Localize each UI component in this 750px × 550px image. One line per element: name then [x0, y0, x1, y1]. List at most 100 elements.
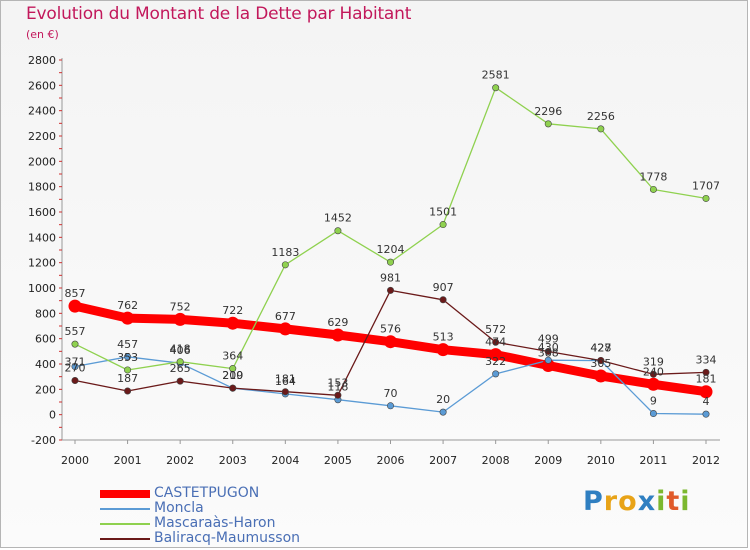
logo-letter: x — [637, 486, 657, 517]
logo-letter: r — [603, 486, 619, 517]
data-label: 629 — [327, 316, 348, 329]
data-point-castetpugon — [173, 312, 187, 326]
data-point-moncla — [702, 410, 710, 418]
data-label: 210 — [222, 369, 243, 382]
x-tick-label: 2002 — [166, 454, 194, 467]
legend-item: Mascaraàs-Haron — [100, 515, 360, 531]
data-point-baliracq-maumusson — [649, 370, 657, 378]
data-point-castetpugon — [121, 311, 135, 325]
x-tick-label: 2006 — [377, 454, 405, 467]
data-label: 457 — [117, 338, 138, 351]
data-label: 181 — [275, 373, 296, 386]
data-label: 513 — [433, 331, 454, 344]
x-tick-label: 2012 — [692, 454, 720, 467]
y-tick-label: 2800 — [28, 54, 56, 67]
data-point-castetpugon — [594, 369, 608, 383]
chart-subtitle: (en €) — [26, 28, 59, 41]
data-point-baliracq-maumusson — [281, 388, 289, 396]
data-label: 474 — [485, 336, 506, 349]
logo-letter: i — [680, 486, 691, 517]
y-tick-label: 1800 — [28, 181, 56, 194]
data-label: 70 — [384, 387, 398, 400]
data-point-moncla — [124, 353, 132, 361]
x-tick-label: 2003 — [219, 454, 247, 467]
y-tick-label: -200 — [31, 434, 56, 447]
y-tick-label: 2000 — [28, 155, 56, 168]
proxiti-logo: Proxiti — [583, 486, 691, 517]
data-point-baliracq-maumusson — [124, 387, 132, 395]
y-tick-label: 2200 — [28, 130, 56, 143]
data-point-mascara-s-haron — [702, 194, 710, 202]
data-label: 9 — [650, 395, 657, 408]
data-label: 907 — [433, 281, 454, 294]
legend-item: Moncla — [100, 500, 360, 516]
data-label: 2296 — [534, 105, 562, 118]
legend-swatch — [100, 523, 150, 525]
x-tick-label: 2010 — [587, 454, 615, 467]
data-point-mascara-s-haron — [281, 261, 289, 269]
data-point-baliracq-maumusson — [492, 338, 500, 346]
data-label: 1183 — [271, 246, 299, 259]
data-point-mascara-s-haron — [649, 185, 657, 193]
legend-swatch — [100, 490, 150, 498]
data-point-baliracq-maumusson — [176, 377, 184, 385]
data-label: 418 — [170, 343, 191, 356]
data-label: 209 — [222, 369, 243, 382]
data-point-baliracq-maumusson — [544, 347, 552, 355]
data-label: 4 — [703, 395, 710, 408]
data-label: 1204 — [377, 243, 405, 256]
data-point-castetpugon — [541, 359, 555, 373]
data-point-moncla — [649, 410, 657, 418]
data-point-mascara-s-haron — [544, 120, 552, 128]
data-point-baliracq-maumusson — [71, 376, 79, 384]
y-tick-label: 400 — [35, 358, 56, 371]
data-point-mascara-s-haron — [124, 366, 132, 374]
data-point-mascara-s-haron — [176, 358, 184, 366]
y-tick-label: 1600 — [28, 206, 56, 219]
x-tick-label: 2009 — [534, 454, 562, 467]
data-label: 265 — [170, 362, 191, 375]
data-label: 2256 — [587, 110, 615, 123]
data-label: 371 — [65, 356, 86, 369]
data-label: 319 — [643, 355, 664, 368]
data-label: 118 — [327, 381, 348, 394]
legend-label: Baliracq-Maumusson — [154, 530, 301, 546]
legend-label: Moncla — [154, 500, 204, 516]
data-label: 1452 — [324, 212, 352, 225]
data-label: 572 — [485, 323, 506, 336]
x-tick-label: 2007 — [429, 454, 457, 467]
data-label: 1501 — [429, 206, 457, 219]
data-point-baliracq-maumusson — [229, 384, 237, 392]
legend-swatch — [100, 538, 150, 540]
data-label: 20 — [436, 393, 450, 406]
y-tick-label: 1200 — [28, 257, 56, 270]
data-label: 305 — [590, 357, 611, 370]
data-point-moncla — [386, 402, 394, 410]
data-point-baliracq-maumusson — [597, 356, 605, 364]
data-point-moncla — [71, 363, 79, 371]
data-point-castetpugon — [436, 343, 450, 357]
y-tick-label: 200 — [35, 383, 56, 396]
data-label: 181 — [696, 373, 717, 386]
data-label: 187 — [117, 372, 138, 385]
data-label: 430 — [538, 341, 559, 354]
x-tick-label: 2005 — [324, 454, 352, 467]
data-point-mascara-s-haron — [229, 365, 237, 373]
y-tick-label: 600 — [35, 333, 56, 346]
y-tick-label: 2400 — [28, 105, 56, 118]
data-point-castetpugon — [68, 299, 82, 313]
logo-letter: t — [666, 486, 681, 517]
data-point-moncla — [492, 370, 500, 378]
y-tick-label: 1000 — [28, 282, 56, 295]
data-point-mascara-s-haron — [71, 340, 79, 348]
x-tick-label: 2001 — [114, 454, 142, 467]
data-label: 576 — [380, 323, 401, 336]
data-point-castetpugon — [278, 322, 292, 336]
data-label: 270 — [65, 361, 86, 374]
data-label: 153 — [327, 376, 348, 389]
legend-label: CASTETPUGON — [154, 485, 260, 501]
y-tick-label: 2600 — [28, 79, 56, 92]
data-label: 322 — [485, 355, 506, 368]
